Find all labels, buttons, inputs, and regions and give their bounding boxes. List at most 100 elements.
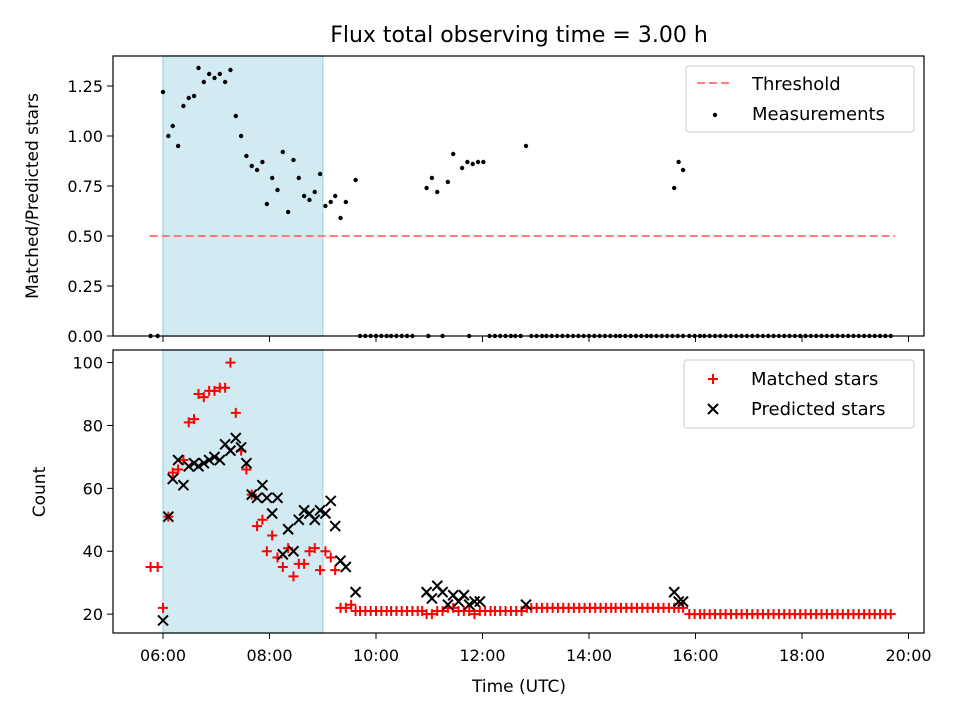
- bottom-series-1-point-48: [520, 598, 532, 611]
- bottom-series-1-point-24: [282, 523, 294, 535]
- bottom-series-1-point-40: [436, 586, 449, 598]
- top-series-0-point-7: [186, 95, 191, 101]
- bottom-series-0-point-8: [189, 414, 200, 425]
- top-series-0-point-54: [451, 151, 456, 157]
- top-panel: 0.00 0.25 0.50 0.75 1.00 1.25 Matched/Predict…: [23, 55, 925, 346]
- bottom-series-0-point-18: [241, 464, 252, 475]
- top-series-0-point-102: [676, 159, 681, 165]
- top-y-tick-label-4: 1.00: [67, 127, 103, 146]
- bottom-y-tick-label-2: 60: [83, 479, 103, 498]
- top-series-0-point-24: [275, 187, 280, 193]
- bottom-series-0-point-38: [346, 599, 357, 610]
- bottom-panel: 20 40 60 80 100 06:00 08:00 10:00 12:00 14:00 16:0…: [30, 349, 932, 697]
- x-tick-label-3: 12:00: [459, 646, 505, 665]
- bottom-series-0-point-56: [437, 605, 448, 616]
- bottom-series-0-point-23: [267, 530, 278, 541]
- bottom-series-1-point-8: [198, 457, 210, 469]
- bottom-series-0-point-1: [152, 561, 163, 572]
- bottom-series-1-point-20: [261, 492, 273, 504]
- top-legend-box: [685, 65, 915, 133]
- bottom-legend: Matched stars Predicted stars: [683, 359, 915, 429]
- top-series-0-point-23: [269, 175, 275, 181]
- bottom-series-1-point-15: [235, 441, 247, 454]
- bottom-series-1-point-18: [251, 492, 263, 504]
- top-y-tick-label-3: 0.75: [67, 177, 103, 196]
- bottom-series-0-point-141: [885, 609, 896, 620]
- top-series-0-point-8: [191, 93, 197, 99]
- bottom-y-axis-label: Count: [30, 466, 50, 517]
- bottom-series-0-point-9: [193, 389, 204, 400]
- bottom-series-0-point-27: [288, 571, 299, 582]
- chart-title: Flux total observing time = 3.00 h: [330, 23, 708, 48]
- bottom-series-0-point-54: [426, 609, 437, 620]
- top-series-0-point-36: [338, 215, 343, 221]
- top-series-0-point-3: [166, 133, 171, 139]
- bottom-series-1-point-33: [329, 520, 341, 532]
- top-series-0-point-25: [280, 149, 286, 155]
- bottom-series-1-point-7: [192, 460, 205, 473]
- top-y-tick-label-2: 0.50: [67, 227, 103, 246]
- bottom-series-0-point-6: [178, 455, 189, 466]
- top-series-0-point-28: [296, 175, 301, 181]
- top-series-0-point-13: [217, 71, 222, 77]
- top-series-0-point-35: [332, 193, 338, 199]
- bottom-series-0-point-61: [464, 605, 475, 616]
- top-series-0-point-14: [222, 79, 228, 85]
- top-series-0-point-26: [285, 209, 291, 215]
- bottom-series-1-point-45: [463, 598, 475, 611]
- top-series-0-point-10: [201, 79, 207, 85]
- legend-matched-label: Matched stars: [751, 369, 878, 390]
- bottom-series-0-point-21: [257, 514, 268, 525]
- bottom-series-1-point-23: [277, 548, 289, 561]
- bottom-series-1-point-26: [293, 514, 305, 526]
- x-tick-label-0: 06:00: [140, 646, 186, 665]
- bottom-y-tick-label-1: 40: [83, 542, 103, 561]
- bottom-series-0-point-33: [320, 546, 331, 557]
- bottom-series-0-point-30: [304, 546, 315, 557]
- bottom-series-1-point-22: [271, 492, 284, 504]
- bottom-series-1-point-17: [246, 488, 258, 501]
- bottom-series-1-point-35: [340, 561, 352, 573]
- bottom-series-0-point-37: [340, 602, 351, 613]
- legend-matched-swatch: [708, 374, 718, 384]
- top-series-0-point-19: [249, 163, 254, 169]
- top-series-0-point-20: [254, 167, 260, 173]
- top-series-0-point-4: [170, 123, 175, 129]
- top-series-0-point-18: [244, 153, 249, 159]
- top-series-0-point-57: [470, 161, 475, 167]
- bottom-ticks: 20 40 60 80 100 06:00 08:00 10:00 12:00 14:00 16:0…: [72, 354, 931, 665]
- bottom-series-0-point-4: [167, 467, 178, 478]
- top-series-0-point-16: [233, 113, 238, 119]
- bottom-series-1-point-49: [668, 586, 680, 598]
- bottom-series-1-point-19: [256, 479, 269, 491]
- bottom-series-1-point-32: [325, 495, 337, 507]
- bottom-series-1-point-30: [314, 504, 326, 517]
- bottom-series-1-point-13: [224, 444, 237, 457]
- bottom-series-0-point-71: [516, 605, 527, 616]
- bottom-series-1-point-25: [287, 545, 300, 557]
- top-series-0-point-17: [238, 133, 244, 139]
- bottom-series-0-point-102: [678, 602, 689, 613]
- top-plot-frame: [112, 55, 925, 337]
- bottom-series-1-point-16: [240, 457, 253, 469]
- top-series-0-point-53: [445, 179, 451, 185]
- x-tick-label-4: 14:00: [566, 646, 612, 665]
- bottom-series-1-point-41: [442, 598, 454, 611]
- top-series-0-point-27: [291, 157, 296, 163]
- x-axis-label: Time (UTC): [471, 677, 566, 697]
- top-series-0-point-51: [429, 175, 435, 181]
- bottom-series-1-point-50: [672, 595, 685, 608]
- top-series-0-point-11: [206, 71, 212, 77]
- top-series-0-point-70: [523, 143, 529, 149]
- bottom-series-0-point-22: [261, 546, 272, 557]
- count-series: [145, 357, 896, 627]
- top-series-0-point-55: [459, 165, 465, 171]
- legend-measurements-swatch: [712, 112, 718, 118]
- top-series-0-point-15: [228, 67, 233, 73]
- top-series-0-point-32: [317, 171, 323, 177]
- highlight-span-bottom: [162, 349, 324, 634]
- bottom-series-0-point-25: [277, 561, 288, 572]
- bottom-series-0-point-35: [330, 565, 341, 576]
- bottom-series-1-point-31: [319, 507, 332, 520]
